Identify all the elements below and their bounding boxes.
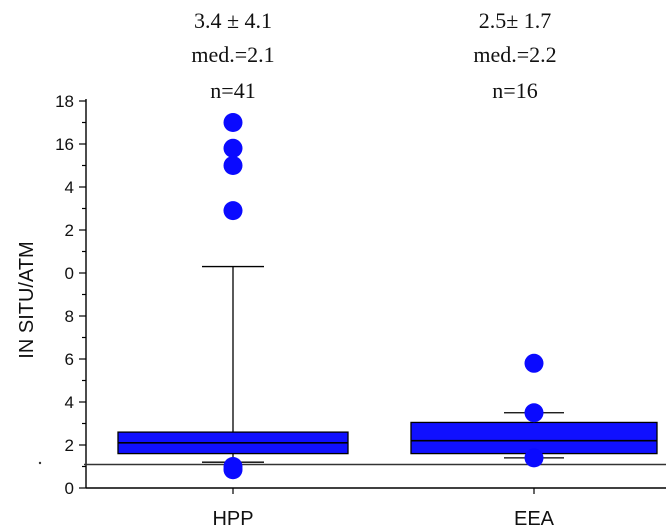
y-tick-label: 0 bbox=[65, 479, 74, 498]
data-point bbox=[223, 457, 243, 476]
data-point bbox=[223, 138, 243, 158]
y-tick-label: 2 bbox=[65, 436, 74, 455]
stats-hpp: 3.4 ± 4.1 med.=2.1 n=41 bbox=[191, 8, 274, 103]
stats-eea-n: n=16 bbox=[492, 78, 537, 103]
data-point bbox=[223, 201, 243, 221]
y-tick-label: 4 bbox=[65, 178, 74, 197]
y-tick-label: 6 bbox=[65, 350, 74, 369]
stats-hpp-n: n=41 bbox=[210, 78, 255, 103]
plot-area: 0 2 4 6 8 0 2 4 16 18 HPP EEA bbox=[38, 92, 666, 530]
stray-dot bbox=[38, 461, 42, 465]
data-point bbox=[524, 403, 544, 423]
x-category-label: HPP bbox=[212, 508, 253, 530]
stats-eea-median: med.=2.2 bbox=[473, 42, 556, 67]
data-point bbox=[223, 113, 243, 132]
y-tick-label: 0 bbox=[65, 264, 74, 283]
data-point bbox=[524, 353, 544, 373]
data-point bbox=[524, 448, 544, 468]
data-point bbox=[223, 156, 243, 175]
stats-eea-mean: 2.5± 1.7 bbox=[479, 8, 552, 33]
stats-hpp-mean: 3.4 ± 4.1 bbox=[194, 8, 272, 33]
y-tick-label: 8 bbox=[65, 307, 74, 326]
stats-eea: 2.5± 1.7 med.=2.2 n=16 bbox=[473, 8, 556, 103]
stats-hpp-median: med.=2.1 bbox=[191, 42, 274, 67]
y-axis-title: IN SITU/ATM bbox=[16, 241, 38, 358]
y-tick-label: 16 bbox=[55, 135, 74, 154]
y-tick-label: 4 bbox=[65, 393, 74, 412]
y-tick-label: 18 bbox=[55, 92, 74, 111]
y-tick-label: 2 bbox=[65, 221, 74, 240]
x-category-label: EEA bbox=[514, 508, 555, 530]
